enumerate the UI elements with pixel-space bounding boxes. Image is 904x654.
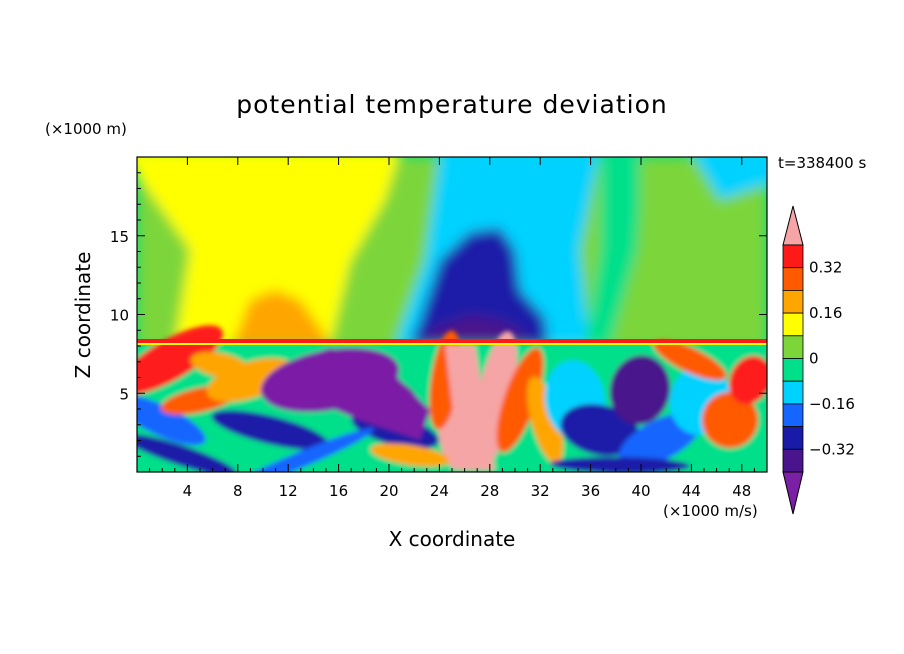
colorbar-swatch [782, 403, 804, 427]
y-axis-ticks: 5 10 15 [110, 172, 767, 457]
y-axis-label: Z coordinate [71, 252, 95, 379]
x-tick-label: 24 [430, 482, 449, 500]
x-tick-label: 4 [183, 482, 193, 500]
wave-cell [702, 392, 758, 448]
warm-patch [230, 290, 330, 345]
colorbar-swatch [782, 267, 804, 291]
x-tick-label: 16 [329, 482, 348, 500]
lower-layer [137, 325, 767, 472]
colorbar-swatch [782, 335, 804, 359]
x-axis-label: X coordinate [389, 527, 516, 551]
wave-cell [190, 351, 250, 379]
warm-plume [137, 157, 398, 345]
upper-layer [137, 157, 767, 347]
y-tick-label: 5 [119, 385, 129, 403]
colorbar-swatch [782, 312, 804, 337]
colorbar-arrow-bottom [782, 471, 804, 515]
wave-cell [370, 443, 450, 467]
wave-cell [496, 347, 544, 453]
contour-region [630, 200, 767, 345]
wave-cell [653, 339, 727, 381]
x-tick-label: 28 [480, 482, 499, 500]
contour-region [585, 157, 640, 345]
colorbar-label: 0.32 [809, 259, 842, 277]
colorbar-label: 0.16 [809, 304, 842, 322]
wave-cell [728, 355, 767, 405]
wave-cell [206, 358, 294, 402]
colorbar-swatch [782, 448, 804, 473]
colorbar-swatch [782, 380, 804, 405]
colorbar-label: −0.16 [809, 395, 855, 413]
time-label: t=338400 s [778, 154, 866, 172]
x-tick-label: 40 [631, 482, 650, 500]
y-tick-label: 15 [110, 228, 129, 246]
wave-cell [526, 376, 564, 464]
x-tick-label: 12 [279, 482, 298, 500]
x-tick-label: 48 [732, 482, 751, 500]
wave-cell [226, 428, 374, 472]
cold-pool [295, 348, 430, 440]
x-tick-label: 44 [682, 482, 701, 500]
contour-region [694, 157, 767, 200]
wave-cell [550, 456, 690, 472]
x-axis-ticks: 4 8 12 16 20 24 28 32 36 40 44 48 [149, 157, 755, 500]
inversion-line-top [137, 343, 767, 345]
chart-title: potential temperature deviation [236, 90, 667, 119]
x-tick-label: 20 [379, 482, 398, 500]
colorbar-swatch [782, 289, 804, 314]
wave-cell [609, 355, 671, 425]
x-axis-unit: (×1000 m/s) [663, 502, 758, 520]
x-tick-label: 32 [531, 482, 550, 500]
colorbar-label: −0.32 [809, 440, 855, 458]
inversion-line [137, 339, 767, 343]
x-tick-label: 36 [581, 482, 600, 500]
wave-cell [211, 410, 329, 450]
colorbar: 0.32 0.16 0 −0.16 −0.32 [782, 205, 855, 515]
y-tick-label: 10 [110, 307, 129, 325]
colorbar-label: 0 [809, 350, 819, 368]
contour-region [470, 238, 505, 300]
y-axis-unit: (×1000 m) [45, 120, 127, 138]
colorbar-swatch [782, 358, 804, 382]
contour-field [137, 157, 767, 472]
wave-cell [137, 433, 238, 472]
warm-stripe [445, 345, 495, 470]
x-tick-label: 8 [233, 482, 243, 500]
colorbar-arrow-top [782, 205, 804, 246]
colorbar-swatch [782, 426, 804, 450]
colorbar-swatch [782, 244, 804, 269]
